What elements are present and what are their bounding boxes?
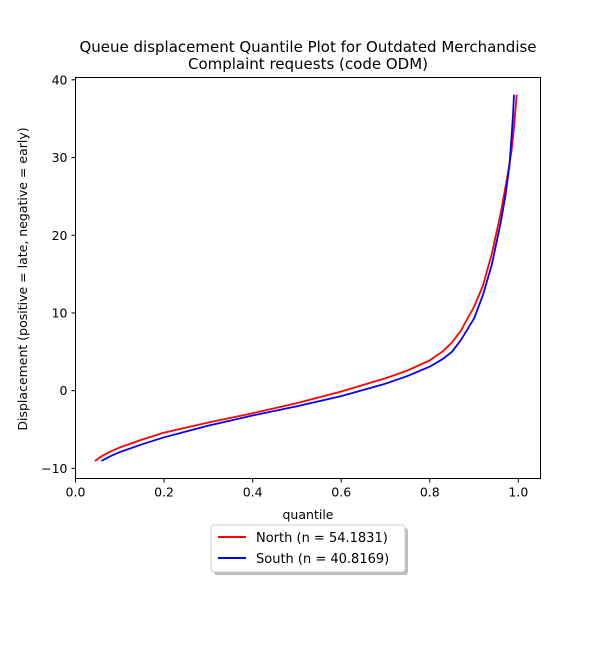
y-tick-label: 40 [52, 72, 68, 87]
legend-label-north: North (n = 54.1831) [256, 531, 388, 546]
y-tick-label: 20 [52, 228, 68, 243]
y-tick-label: 0 [60, 383, 68, 398]
y-axis-label: Displacement (positive = late, negative … [15, 127, 30, 430]
legend-label-south: South (n = 40.8169) [256, 552, 389, 567]
y-tick-label: −10 [41, 461, 67, 476]
chart-title-line1: Queue displacement Quantile Plot for Out… [79, 38, 536, 56]
axis-ticks: 0.0 0.2 0.4 0.6 0.8 1.0 −10 0 10 20 30 40 [41, 72, 528, 499]
legend-box [210, 524, 406, 573]
x-tick-label: 0.6 [331, 485, 351, 500]
series-line-south [101, 94, 515, 462]
chart-legend: North (n = 54.1831) South (n = 40.8169) [210, 524, 408, 575]
series-lines [94, 94, 518, 462]
y-tick-label: 10 [52, 305, 68, 320]
y-tick-label: 30 [52, 150, 68, 165]
x-tick-label: 1.0 [508, 485, 528, 500]
chart-title-line2: Complaint requests (code ODM) [188, 55, 428, 73]
x-tick-label: 0.0 [66, 485, 86, 500]
x-tick-label: 0.8 [420, 485, 440, 500]
x-axis-label: quantile [283, 507, 334, 522]
plot-area-frame [75, 77, 541, 479]
x-tick-label: 0.2 [154, 485, 174, 500]
x-tick-label: 0.4 [243, 485, 263, 500]
